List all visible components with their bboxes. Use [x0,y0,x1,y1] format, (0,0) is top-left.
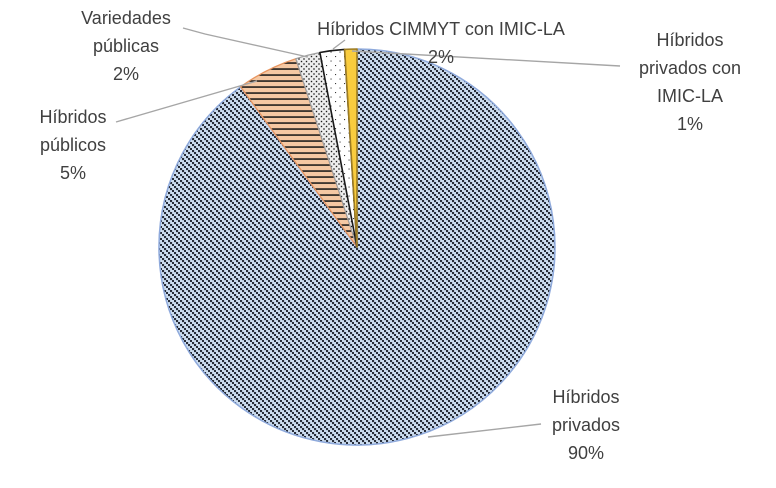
label-line: Híbridos [656,30,724,50]
leader-line-hibridos-publicos [115,80,258,123]
leader-line-hibridos-cimmyt [332,39,346,50]
label-line: Híbridos CIMMYT con IMIC-LA [317,19,565,39]
label-hibridos-cimmyt: Híbridos CIMMYT con IMIC-LA 2% [317,15,565,71]
leader-line-variedades-publicas [182,27,309,58]
label-line: Híbridos [552,387,620,407]
label-privados-imic-la: Híbridos privados con IMIC-LA 1% [639,26,741,138]
label-line: Híbridos [39,107,107,127]
label-line: 2% [112,64,140,84]
label-line: 2% [427,47,455,67]
label-line: IMIC-LA [656,86,723,106]
label-variedades-publicas: Variedades públicas 2% [81,4,171,88]
leader-lines-group [115,27,621,438]
label-line: 90% [567,443,605,463]
leader-line-hibridos-privados [427,423,542,438]
leader-line-privados-imic-la [351,50,621,67]
label-hibridos-privados: Híbridos privados 90% [552,383,620,467]
label-line: públicas [92,36,160,56]
pie-slice-4-1% [343,48,358,248]
label-line: Variedades [81,8,171,28]
label-line: privados [551,415,621,435]
pie-slices-group [158,48,556,446]
label-line: 1% [676,114,703,134]
label-line: privados con [638,58,742,78]
label-hibridos-publicos: Híbridos públicos 5% [39,103,106,187]
label-line: públicos [39,135,107,155]
label-line: 5% [59,163,86,183]
